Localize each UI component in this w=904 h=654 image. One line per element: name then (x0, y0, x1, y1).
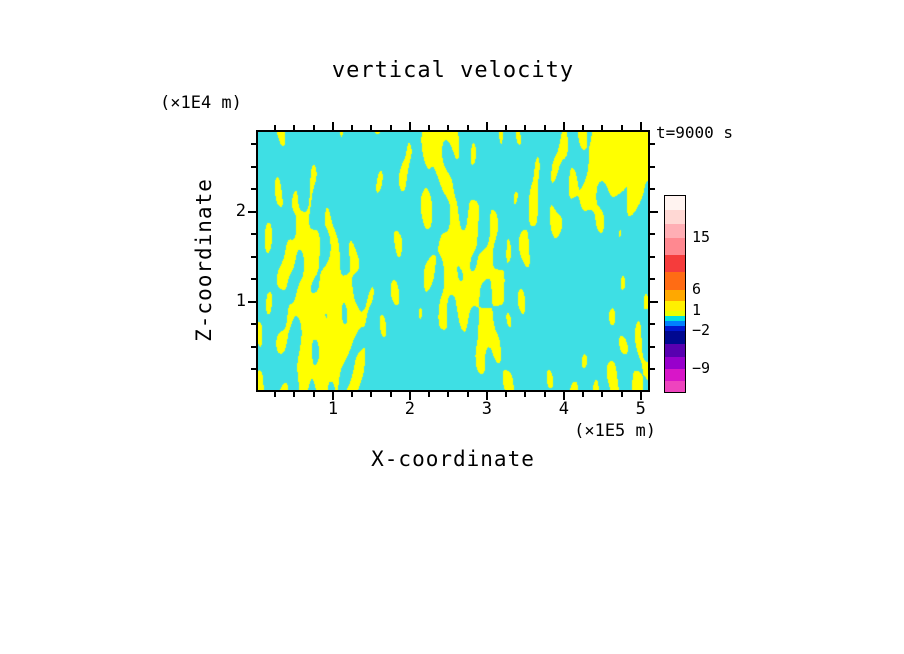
x-tick-label: 4 (558, 399, 569, 419)
colorbar-label: 6 (692, 280, 702, 298)
x-tick-label: 2 (404, 399, 416, 419)
x-axis-label: X-coordinate (371, 447, 535, 471)
tick-mark (524, 392, 526, 397)
y-axis-label: Z-coordinate (192, 178, 216, 342)
tick-mark (640, 122, 642, 130)
x-tick-label: 1 (327, 399, 339, 419)
tick-mark (351, 392, 353, 397)
tick-mark (650, 188, 655, 190)
colorbar-label: 1 (692, 301, 702, 319)
y-axis-unit: (×1E4 m) (160, 93, 242, 113)
tick-mark (505, 392, 507, 397)
colorbar-segment (665, 238, 685, 255)
tick-mark (486, 122, 488, 130)
colorbar-label: 15 (692, 228, 711, 246)
y-tick-label: 2 (235, 200, 246, 221)
colorbar-segment (665, 290, 685, 301)
colorbar-segment (665, 210, 685, 224)
tick-mark (650, 256, 655, 258)
colorbar-segments (665, 196, 685, 392)
tick-mark (650, 278, 655, 280)
colorbar-segment (665, 357, 685, 369)
tick-mark (274, 392, 276, 397)
colorbar-segment (665, 326, 685, 331)
tick-mark (582, 392, 584, 397)
heatmap-canvas (258, 132, 648, 390)
tick-mark (370, 392, 372, 397)
tick-mark (563, 122, 565, 130)
tick-mark (650, 233, 655, 235)
colorbar-labels: 15 6 1 −2 −9 (692, 195, 740, 391)
tick-mark (650, 368, 655, 370)
tick-mark (650, 143, 655, 145)
tick-mark (409, 122, 411, 130)
tick-mark (332, 122, 334, 130)
tick-mark (650, 166, 655, 168)
x-tick-labels: 1 2 3 4 5 (256, 399, 650, 419)
tick-mark (447, 392, 449, 397)
plot-area (256, 130, 650, 392)
tick-mark (293, 392, 295, 397)
colorbar (664, 195, 686, 393)
colorbar-segment (665, 331, 685, 344)
tick-mark (544, 392, 546, 397)
colorbar-label: −2 (692, 321, 711, 339)
tick-mark (390, 392, 392, 397)
tick-mark (428, 392, 430, 397)
x-axis-unit: (×1E5 m) (574, 421, 656, 441)
tick-mark (650, 323, 655, 325)
colorbar-segment (665, 311, 685, 316)
tick-mark (621, 392, 623, 397)
tick-mark (313, 392, 315, 397)
tick-mark (248, 211, 256, 213)
tick-mark (650, 301, 658, 303)
y-tick-label: 1 (235, 290, 246, 311)
colorbar-segment (665, 301, 685, 311)
colorbar-segment (665, 316, 685, 321)
x-tick-label: 5 (635, 399, 646, 419)
tick-mark (650, 346, 655, 348)
colorbar-segment (665, 369, 685, 381)
colorbar-label: −9 (692, 359, 711, 377)
colorbar-segment (665, 344, 685, 357)
colorbar-segment (665, 321, 685, 326)
x-tick-label: 3 (481, 399, 492, 419)
colorbar-segment (665, 272, 685, 290)
colorbar-segment (665, 196, 685, 210)
tick-mark (650, 211, 658, 213)
colorbar-segment (665, 224, 685, 238)
chart-title: vertical velocity (331, 58, 575, 83)
tick-mark (467, 392, 469, 397)
tick-mark (248, 301, 256, 303)
tick-mark (601, 392, 603, 397)
colorbar-segment (665, 381, 685, 392)
colorbar-segment (665, 255, 685, 272)
time-annotation: t=9000 s (656, 123, 734, 142)
